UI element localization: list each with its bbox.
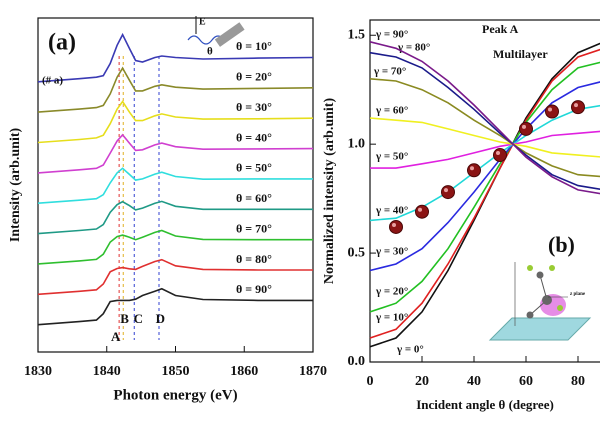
x-tick-label: 1850: [162, 364, 190, 379]
series-line: [37, 200, 313, 235]
y-tick-label: 0.5: [348, 245, 366, 260]
series-label: θ = 70°: [236, 221, 272, 235]
series-label: γ = 50°: [375, 151, 408, 163]
data-point: [493, 148, 507, 163]
series-line: [37, 32, 314, 83]
panel-subtitle: Peak A: [482, 22, 519, 36]
series-line: [369, 81, 600, 272]
series-line: [370, 130, 600, 169]
data-point: [545, 104, 559, 119]
atom: [557, 305, 563, 311]
x-tick-label: 1830: [24, 364, 52, 379]
x-tick-label: 0: [367, 374, 374, 389]
series-label: γ = 80°: [397, 42, 430, 54]
data-point: [441, 185, 455, 200]
series-label: θ = 90°: [236, 282, 272, 296]
series-label: γ = 10°: [375, 312, 408, 324]
x-axis-title: Incident angle θ (degree): [416, 397, 554, 412]
point-highlight: [574, 103, 578, 108]
point-highlight: [470, 166, 474, 171]
series-line: [37, 167, 313, 204]
x-tick-label: 60: [519, 374, 533, 389]
point-highlight: [418, 207, 422, 212]
inset-label: E: [199, 16, 206, 27]
series-label: γ = 30°: [375, 246, 408, 258]
series-label: γ = 40°: [375, 205, 408, 217]
peak-label: C: [134, 311, 143, 326]
series-label: θ = 80°: [236, 252, 272, 266]
atom: [549, 265, 555, 271]
point-highlight: [392, 222, 396, 227]
atom: [536, 271, 544, 279]
panel-title: (a): [48, 30, 76, 56]
series-line: [369, 61, 600, 313]
y-axis-title: Normalized intensity (arb.unit): [322, 98, 337, 285]
series-label: θ = 60°: [236, 191, 272, 205]
x-tick-label: 1870: [299, 364, 327, 379]
series-label: γ = 70°: [373, 66, 406, 78]
panel-title: (b): [548, 232, 575, 257]
data-point: [571, 100, 585, 115]
point-highlight: [548, 107, 552, 112]
data-point: [467, 163, 481, 178]
series-line: [37, 258, 313, 296]
x-axis-title: Photon energy (eV): [113, 387, 237, 403]
series-label: γ = 90°: [375, 29, 408, 41]
x-tick-label: 20: [415, 374, 429, 389]
series-label: θ = 30°: [236, 100, 272, 114]
series-label: γ = 60°: [375, 105, 408, 117]
point-highlight: [444, 188, 448, 193]
series-line: [369, 41, 600, 195]
series-line: [369, 78, 600, 178]
series-label: θ = 50°: [236, 161, 272, 175]
series-line: [369, 48, 600, 339]
plot-frame: [369, 19, 600, 363]
sample: [214, 22, 245, 47]
series-line: [369, 104, 600, 222]
x-tick-label: 1860: [230, 364, 258, 379]
inset-label: z plane: [570, 292, 586, 297]
y-tick-label: 1.5: [348, 27, 366, 42]
atom: [526, 311, 534, 319]
data-point: [389, 219, 403, 234]
series-line: [369, 117, 600, 158]
molecule-inset: [488, 262, 592, 341]
series-line: [37, 66, 314, 113]
series-line: [37, 133, 314, 174]
y-axis-title: Intensity (arb.unit): [8, 127, 23, 242]
y-tick-label: 1.0: [348, 136, 366, 151]
peak-label: A: [111, 329, 121, 344]
peak-label: D: [156, 311, 165, 326]
x-tick-label: 1840: [93, 364, 121, 379]
series-line: [37, 100, 314, 144]
wave: [187, 35, 225, 45]
panel-subtitle: Multilayer: [493, 47, 548, 61]
point-highlight: [522, 124, 526, 129]
series-line: [37, 287, 313, 326]
series-label: θ = 20°: [236, 70, 272, 84]
series-line: [37, 229, 313, 265]
atom: [527, 265, 533, 271]
x-tick-label: 80: [571, 374, 585, 389]
point-highlight: [496, 151, 500, 156]
peak-label: B: [120, 311, 129, 326]
panel-subtitle: (# a): [42, 75, 63, 87]
data-point: [519, 121, 533, 136]
series-label: θ = 40°: [236, 130, 272, 144]
series-line: [369, 51, 600, 191]
data-point: [415, 204, 429, 219]
inset-label: θ: [207, 46, 213, 58]
y-tick-label: 0.0: [348, 354, 366, 369]
series-label: γ = 20°: [375, 286, 408, 298]
atom: [542, 295, 552, 305]
polarization-icon: [187, 16, 245, 47]
series-label: γ = 0°: [396, 344, 424, 356]
series-label: θ = 10°: [236, 39, 272, 53]
x-tick-label: 40: [467, 374, 481, 389]
